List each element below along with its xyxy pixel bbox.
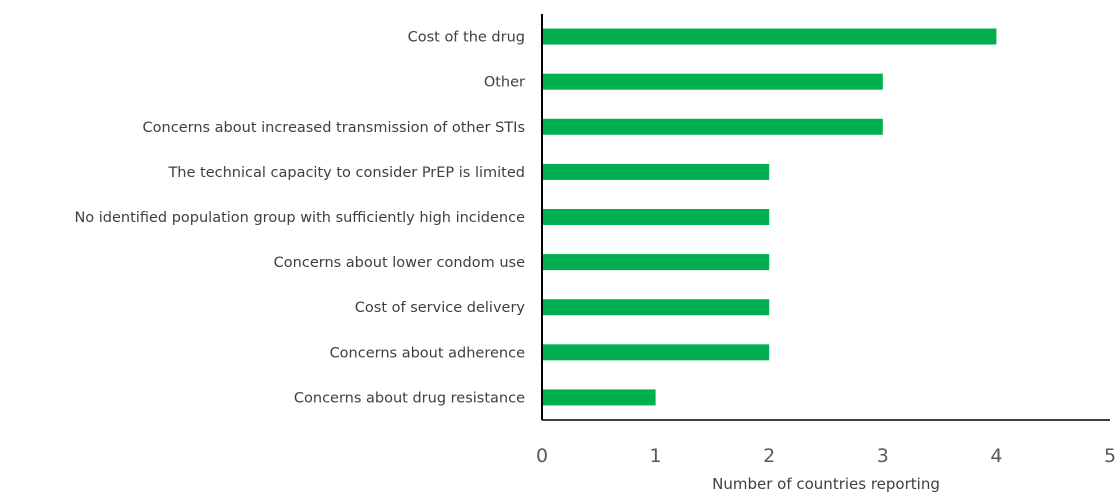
bar — [542, 299, 770, 316]
category-label: No identified population group with suff… — [74, 210, 525, 226]
category-label: Concerns about increased transmission of… — [143, 120, 525, 136]
bar — [542, 254, 770, 271]
category-label: Cost of the drug — [408, 30, 525, 46]
x-tick-labels-group: 0 1 2 3 4 5 — [536, 445, 1116, 467]
x-tick-label: 5 — [1104, 445, 1116, 467]
x-tick-label: 1 — [650, 445, 662, 467]
x-axis-title: Number of countries reporting — [712, 475, 940, 493]
bar — [542, 163, 770, 180]
category-label: Concerns about adherence — [330, 345, 526, 361]
category-labels-group: Cost of the drug Other Concerns about incr… — [74, 30, 525, 407]
category-label: Concerns about drug resistance — [294, 390, 525, 406]
category-label: Concerns about lower condom use — [274, 255, 525, 271]
category-label: The technical capacity to consider PrEP … — [167, 165, 525, 181]
x-tick-label: 3 — [877, 445, 889, 467]
x-tick-label: 2 — [763, 445, 775, 467]
bar — [542, 209, 770, 225]
x-tick-label: 4 — [990, 445, 1002, 467]
x-tick-label: 0 — [536, 445, 548, 467]
bar — [542, 73, 883, 90]
bar — [542, 344, 770, 361]
category-label: Other — [484, 75, 525, 91]
bar — [542, 389, 656, 406]
bar — [542, 28, 997, 45]
bar — [542, 118, 883, 135]
category-label: Cost of service delivery — [355, 300, 526, 316]
bars-group — [542, 28, 997, 406]
